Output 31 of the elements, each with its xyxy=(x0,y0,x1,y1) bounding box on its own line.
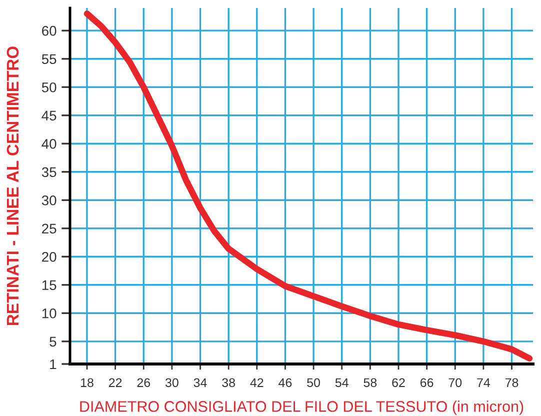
y-tick-label: 60 xyxy=(42,26,56,36)
y-tick-label: 25 xyxy=(42,224,56,234)
x-tick-label: 26 xyxy=(137,378,150,388)
y-tick-label: 10 xyxy=(42,308,56,318)
x-tick-label: 46 xyxy=(278,378,292,388)
y-tick-label: 40 xyxy=(42,138,56,149)
y-tick-label: 1 xyxy=(50,359,56,370)
y-tick-label: 50 xyxy=(42,82,56,92)
x-tick-label: 58 xyxy=(364,378,377,388)
y-tick-label: 20 xyxy=(42,252,56,262)
x-tick-label: 42 xyxy=(250,378,264,387)
y-tick-label: 45 xyxy=(42,110,56,121)
x-tick-label: 50 xyxy=(307,378,320,388)
y-tick-label: 5 xyxy=(50,336,56,347)
y-tick-label: 30 xyxy=(42,195,56,206)
x-axis-title: DIAMETRO CONSIGLIATO DEL FILO DEL TESSUTO (in micron) xyxy=(80,400,524,415)
x-tick-label: 18 xyxy=(80,378,94,388)
x-tick-label: 54 xyxy=(335,378,348,388)
y-tick-label: 15 xyxy=(42,280,56,290)
x-tick-label: 74 xyxy=(477,378,490,387)
x-tick-label: 62 xyxy=(392,378,405,388)
x-tick-label: 22 xyxy=(108,378,122,387)
y-axis-title: RETINATI - LINEE AL CENTIMETRO xyxy=(6,46,19,326)
x-tick-label: 34 xyxy=(194,378,207,388)
x-tick-label: 70 xyxy=(448,378,462,388)
x-tick-label: 30 xyxy=(165,378,178,388)
x-tick-label: 66 xyxy=(420,378,434,388)
x-tick-label: 38 xyxy=(222,378,235,388)
y-tick-label: 35 xyxy=(42,167,56,178)
x-tick-label: 78 xyxy=(505,378,518,388)
y-tick-label: 55 xyxy=(42,54,56,64)
